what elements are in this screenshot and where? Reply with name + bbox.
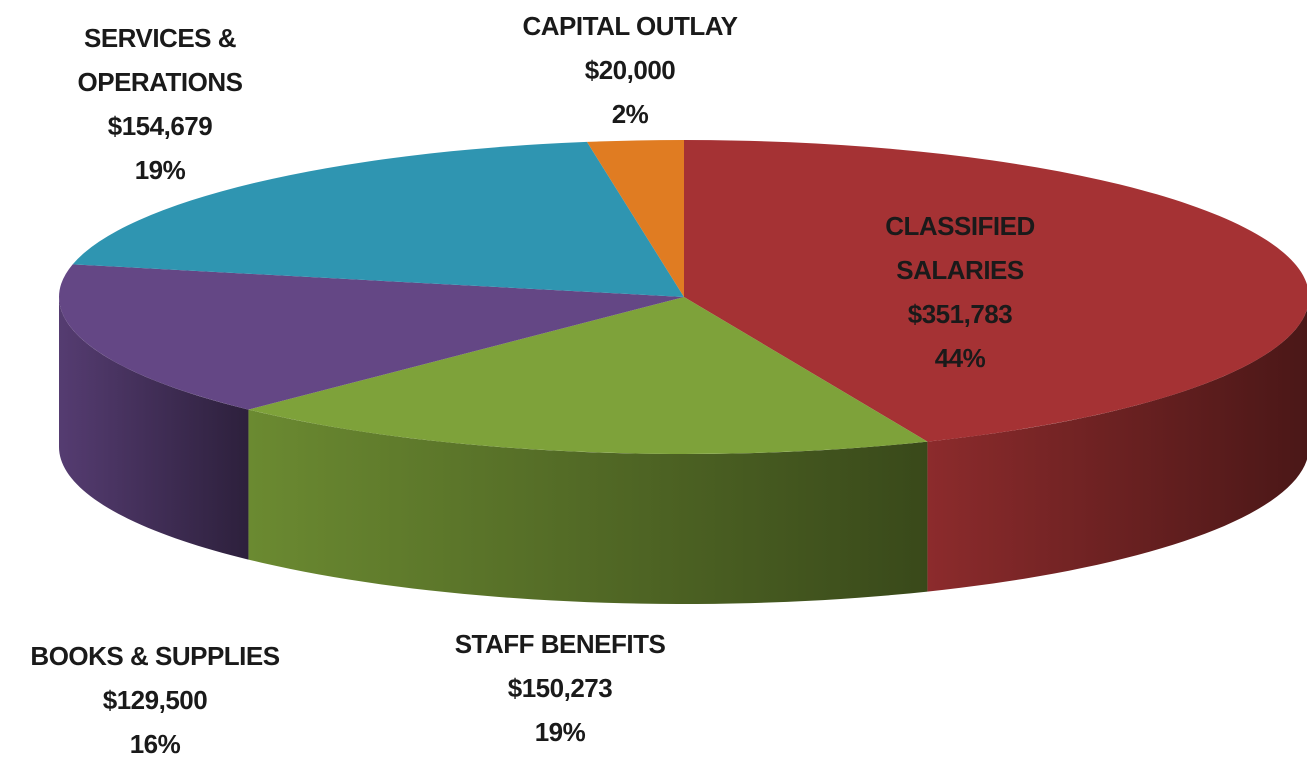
percent-label: 19%: [134, 155, 186, 185]
slice-label: CLASSIFIED SALARIES $351,783 44%: [840, 204, 1080, 380]
value-label: $20,000: [584, 55, 676, 85]
slice: [248, 297, 928, 455]
value-label: $129,500: [102, 685, 208, 715]
percent-label: 16%: [129, 729, 181, 759]
slice-side: [927, 309, 1307, 592]
slice: [58, 264, 684, 410]
percent-label: 2%: [611, 99, 649, 129]
category: SERVICES & OPERATIONS: [77, 23, 243, 97]
percent-label: 44%: [934, 343, 986, 373]
category: CLASSIFIED SALARIES: [885, 211, 1035, 285]
slice-label: SERVICES & OPERATIONS $154,679 19%: [50, 16, 270, 192]
slice-side: [59, 297, 249, 560]
slice-label: BOOKS & SUPPLIES $129,500 16%: [0, 634, 310, 766]
percent-label: 19%: [534, 717, 586, 747]
category: CAPITAL OUTLAY: [522, 11, 738, 41]
slice: [684, 140, 1307, 442]
slice: [72, 141, 684, 297]
slice: [586, 140, 684, 297]
value-label: $154,679: [107, 111, 213, 141]
category: STAFF BENEFITS: [454, 629, 666, 659]
value-label: $351,783: [907, 299, 1013, 329]
slice-side: [248, 409, 928, 604]
value-label: $150,273: [507, 673, 613, 703]
slice-label: STAFF BENEFITS $150,273 19%: [400, 622, 720, 754]
slice-label: CAPITAL OUTLAY $20,000 2%: [470, 4, 790, 136]
category: BOOKS & SUPPLIES: [30, 641, 280, 671]
